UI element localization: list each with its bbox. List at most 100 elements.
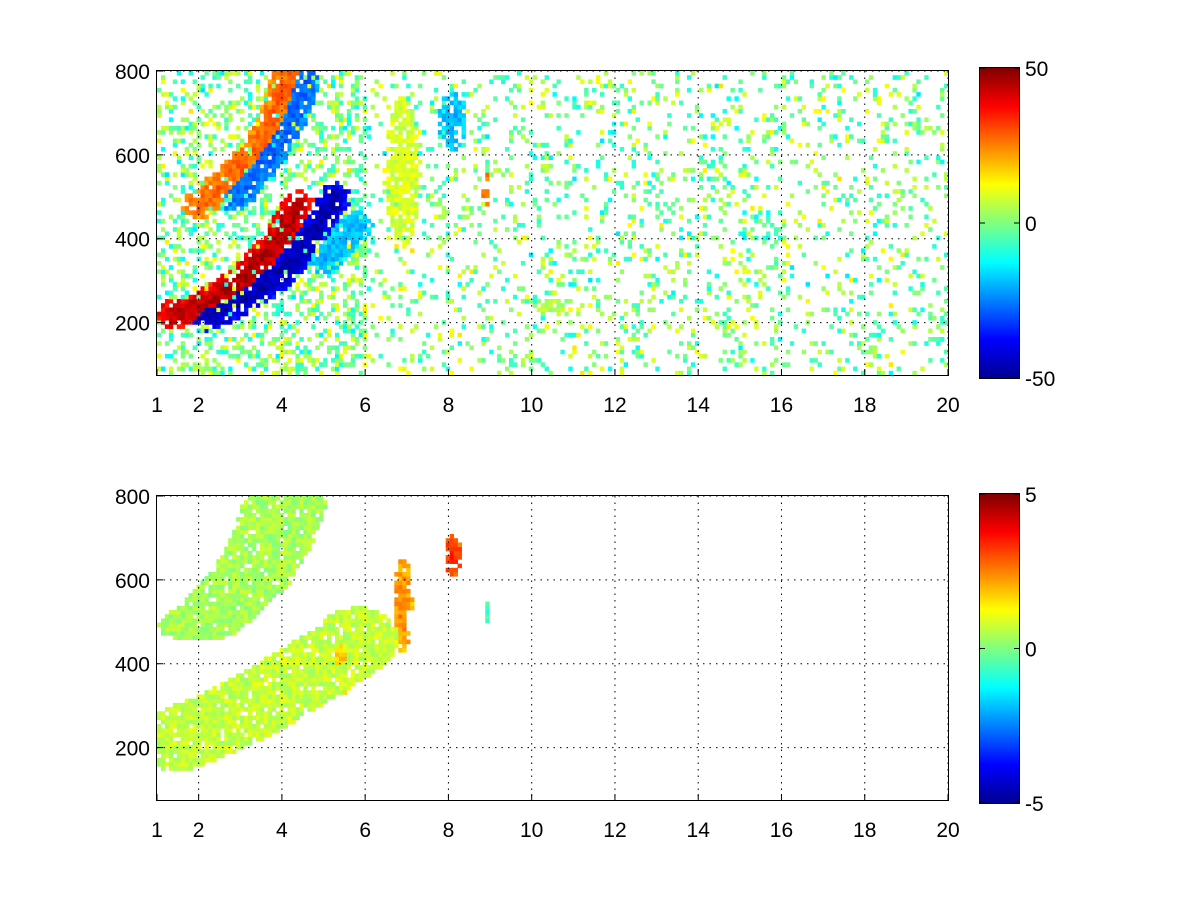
heatmap-cell <box>402 189 407 194</box>
heatmap-cell <box>263 261 269 266</box>
heatmap-cell <box>251 580 257 586</box>
heatmap-cell <box>228 311 233 317</box>
heatmap-cell <box>516 87 522 93</box>
heatmap-cell <box>358 290 364 296</box>
heatmap-cell <box>390 172 395 177</box>
heatmap-cell <box>928 358 933 363</box>
heatmap-cell <box>777 227 783 232</box>
heatmap-cell <box>331 307 336 313</box>
heatmap-cell <box>540 328 545 334</box>
heatmap-cell <box>528 349 534 355</box>
heatmap-cell <box>568 180 573 186</box>
heatmap-cell <box>263 563 269 569</box>
heatmap-cell <box>789 159 795 165</box>
heatmap-cell <box>777 320 783 325</box>
heatmap-cell <box>592 362 597 367</box>
heatmap-cell <box>259 732 265 738</box>
heatmap-cell <box>283 223 288 228</box>
heatmap-cell <box>556 299 561 304</box>
heatmap-cell <box>271 358 277 363</box>
heatmap-cell <box>331 252 336 258</box>
heatmap-cell <box>315 151 320 156</box>
heatmap-cell <box>303 109 308 114</box>
heatmap-cell <box>263 597 269 602</box>
heatmap-cell <box>524 353 530 359</box>
heatmap-cell <box>271 588 277 594</box>
heatmap-cell <box>592 286 597 291</box>
heatmap-cell <box>805 163 810 169</box>
heatmap-cell <box>275 206 281 211</box>
heatmap-cell <box>394 248 399 253</box>
heatmap-cell <box>773 231 779 237</box>
heatmap-cell <box>315 125 320 131</box>
heatmap-cell <box>627 239 632 245</box>
heatmap-cell <box>212 176 217 182</box>
heatmap-cell <box>184 757 190 763</box>
heatmap-cell <box>204 159 209 165</box>
heatmap-cell <box>319 311 324 317</box>
heatmap-cell <box>331 185 336 190</box>
heatmap-cell <box>216 728 221 733</box>
heatmap-cell <box>350 252 356 258</box>
heatmap-cell <box>920 273 925 279</box>
heatmap-cell <box>255 125 261 131</box>
heatmap-cell <box>410 231 415 237</box>
heatmap-cell <box>453 172 458 177</box>
heatmap-cell <box>683 358 688 363</box>
x-tick-label: 12 <box>603 394 626 417</box>
heatmap-cell <box>398 104 403 110</box>
heatmap-cell <box>382 294 387 300</box>
heatmap-cell <box>188 142 193 148</box>
heatmap-cell <box>196 294 201 300</box>
heatmap-cell <box>224 686 229 691</box>
heatmap-cell <box>370 193 375 199</box>
heatmap-cell <box>880 168 886 173</box>
heatmap-cell <box>528 79 534 85</box>
heatmap-cell <box>346 223 352 228</box>
heatmap-cell <box>232 311 237 317</box>
heatmap-cell <box>548 261 553 266</box>
heatmap-cell <box>453 130 458 135</box>
heatmap-cell <box>204 134 209 139</box>
heatmap-cell <box>299 366 304 372</box>
heatmap-cell <box>532 201 538 207</box>
heatmap-cell <box>544 155 549 161</box>
heatmap-cell <box>164 92 170 97</box>
heatmap-cell <box>493 96 498 101</box>
heatmap-cell <box>746 299 751 304</box>
heatmap-cell <box>271 555 277 560</box>
heatmap-cell <box>271 92 277 97</box>
heatmap-cell <box>354 75 360 80</box>
heatmap-cell <box>236 563 241 569</box>
heatmap-cell <box>240 542 245 548</box>
heatmap-cell <box>247 677 253 683</box>
heatmap-cell <box>619 83 625 89</box>
heatmap-cell <box>287 265 292 270</box>
heatmap-cell <box>323 223 328 228</box>
heatmap-cell <box>279 130 284 135</box>
heatmap-cell <box>548 269 553 275</box>
heatmap-cell <box>295 353 300 359</box>
heatmap-cell <box>224 345 229 351</box>
heatmap-cell <box>200 214 205 220</box>
heatmap-cell <box>263 134 269 139</box>
heatmap-cell <box>722 210 727 215</box>
heatmap-cell <box>643 197 648 203</box>
heatmap-cell <box>738 349 743 355</box>
heatmap-cell <box>200 715 205 721</box>
heatmap-cell <box>647 125 652 131</box>
heatmap-cell <box>702 197 708 203</box>
heatmap-cell <box>216 328 221 334</box>
heatmap-cell <box>311 92 316 97</box>
heatmap-cell <box>327 252 332 258</box>
heatmap-cell <box>892 223 897 228</box>
heatmap-cell <box>220 71 225 76</box>
heatmap-cell <box>224 185 229 190</box>
heatmap-cell <box>244 159 249 165</box>
heatmap-cell <box>196 214 201 220</box>
heatmap-cell <box>164 341 170 346</box>
heatmap-cell <box>224 282 229 287</box>
heatmap-cell <box>236 201 241 207</box>
heatmap-cell <box>603 248 609 253</box>
heatmap-cell <box>244 307 249 313</box>
